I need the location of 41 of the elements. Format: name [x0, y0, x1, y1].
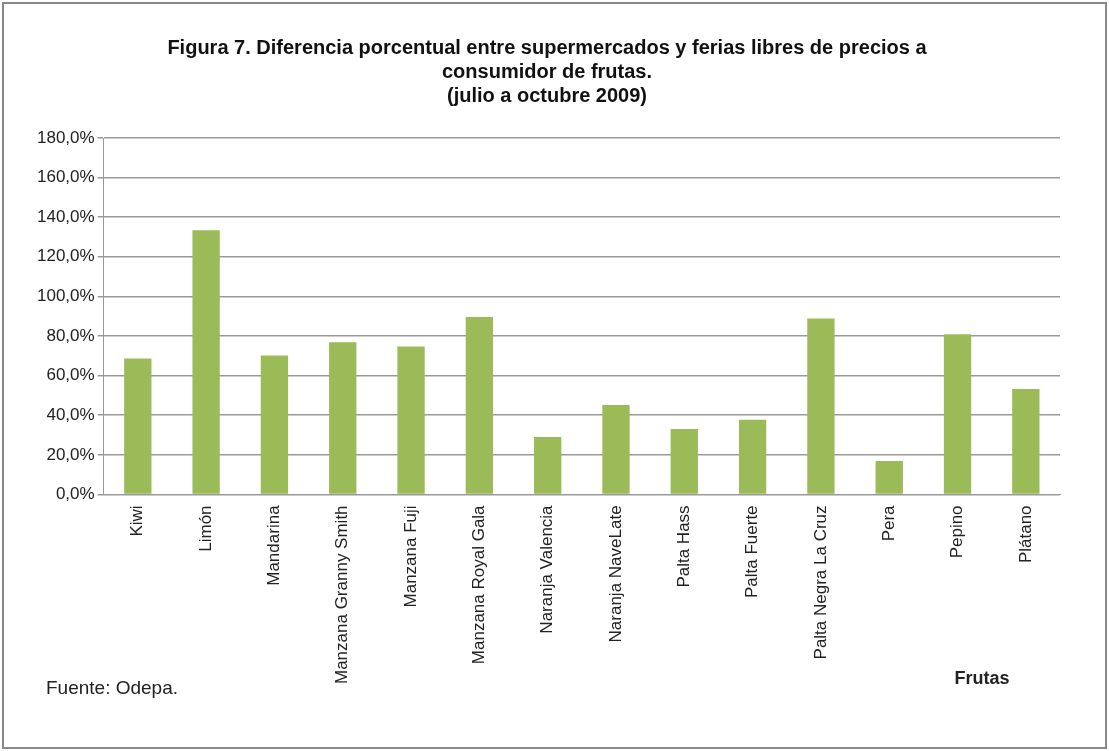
- y-tick-label: 0,0%: [55, 484, 95, 504]
- bar: [192, 230, 220, 494]
- chart-title: Figura 7. Diferencia porcentual entre supermercados y ferias libres de precios a consumidor de frutas. (julio a octubre 2009): [167, 35, 928, 106]
- x-tick-label: Palta Hass: [673, 505, 693, 588]
- x-tick-label: Naranja NaveLate: [605, 505, 625, 643]
- x-tick-label: Pepino: [947, 505, 967, 559]
- bar: [397, 346, 425, 494]
- y-tick-label: 40,0%: [46, 404, 95, 424]
- x-axis-title: Frutas: [954, 667, 1010, 688]
- y-tick-label: 60,0%: [46, 365, 95, 385]
- bar: [534, 436, 562, 494]
- x-tick-label: Naranja Valencia: [537, 504, 557, 634]
- bar: [875, 460, 903, 494]
- y-tick-label: 160,0%: [36, 167, 95, 187]
- bar: [329, 342, 357, 494]
- x-tick-label: Limón: [195, 505, 215, 552]
- bar: [124, 358, 152, 494]
- bar: [465, 317, 494, 494]
- x-tick-label: Pera: [878, 504, 898, 542]
- y-tick-label: 80,0%: [46, 325, 95, 345]
- x-tick-label: Kiwi: [127, 505, 147, 537]
- bar: [738, 419, 767, 494]
- y-tick-label: 20,0%: [46, 444, 95, 464]
- x-tick-label: Mandarina: [264, 504, 284, 586]
- bar: [943, 334, 972, 494]
- x-tick-label: Manzana Granny Smith: [332, 505, 352, 685]
- x-tick-label: Palta Fuerte: [742, 505, 762, 599]
- x-tick-label: Plátano: [1015, 505, 1035, 564]
- y-tick-label: 120,0%: [36, 246, 95, 266]
- bar: [1012, 388, 1040, 494]
- bar: [602, 404, 630, 494]
- x-tick-label: Palta Negra La Cruz: [810, 505, 830, 660]
- y-tick-label: 140,0%: [36, 206, 95, 226]
- y-tick-label: 100,0%: [36, 286, 95, 306]
- source-note: Fuente: Odepa.: [46, 677, 179, 699]
- bar: [260, 355, 289, 494]
- x-tick-label: Manzana Fuji: [400, 505, 420, 608]
- bar: [670, 428, 698, 494]
- bar: [807, 318, 835, 494]
- x-tick-label: Manzana Royal Gala: [469, 504, 489, 665]
- y-tick-label: 180,0%: [36, 127, 95, 147]
